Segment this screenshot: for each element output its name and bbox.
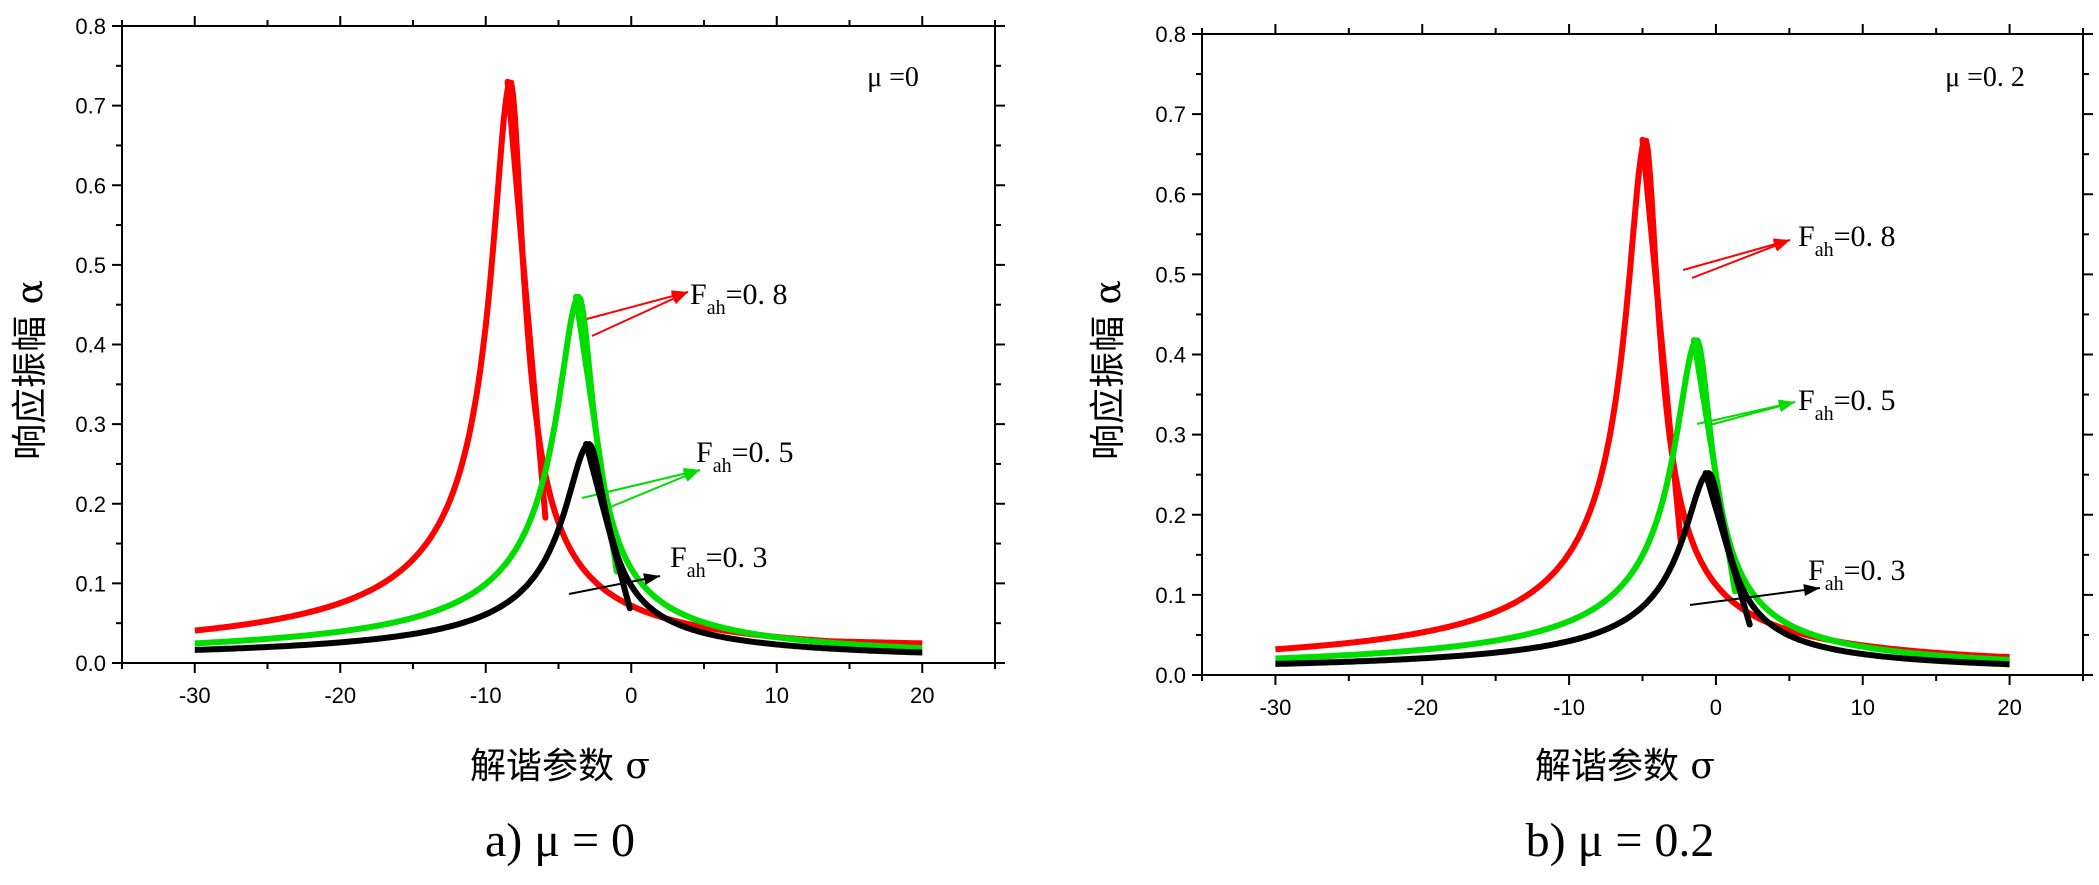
series-label-sub: ah [713,455,732,477]
series-label-sub: ah [1815,239,1834,261]
x-tick-label: -10 [1553,695,1585,720]
series-label: Fah=0. 8 [1798,220,1896,261]
label-arrow-head [682,470,700,482]
x-tick-label: -20 [1406,695,1438,720]
y-tick-label: 0.5 [75,253,106,278]
x-tick-label: 20 [910,683,934,708]
y-tick-label: 0.0 [75,651,106,676]
label-arrow-line [1682,239,1791,271]
y-tick-label: 0.3 [75,412,106,437]
y-tick-label: 0.1 [75,571,106,596]
series-label-value: =0. 8 [1834,220,1896,253]
series-label-sub: ah [1825,573,1844,595]
x-tick-label: -20 [324,683,356,708]
mu-annotation: μ =0. 2 [1945,62,2025,93]
series-label-value: =0. 3 [706,541,768,574]
series-label-sub: ah [707,297,726,319]
x-tick-label: 20 [1997,695,2021,720]
y-tick-label: 0.3 [1155,423,1186,448]
y-tick-label: 0.4 [1155,343,1186,368]
series-label-main: F [1798,384,1815,417]
series-backbone-F_ah=0.8 [1639,136,1684,545]
y-tick-label: 0.7 [1155,102,1186,127]
label-arrow-line [1689,587,1821,606]
series-label-sub: ah [687,560,706,582]
x-tick-label: -30 [1260,695,1292,720]
y-tick-label: 0.7 [75,94,106,119]
y-tick-label: 0.8 [1155,22,1186,47]
series-line-F_ah=0.3 [193,441,924,656]
y-tick-label: 0.6 [1155,182,1186,207]
label-arrow-head [643,573,660,585]
series-line-F_ah=0.8 [193,79,924,647]
label-arrow-line [607,469,701,509]
label-arrow-head [1777,400,1795,412]
series-label-value: =0. 3 [1844,554,1906,587]
x-tick-label: 10 [1851,695,1875,720]
x-tick-label: 0 [625,683,637,708]
series-line-F_ah=0.5 [1274,337,2011,663]
x-tick-label: -10 [470,683,502,708]
label-arrow-head [1803,584,1820,597]
y-axis-label: 响应振幅 α [1088,280,1129,460]
label-arrow-line [1691,239,1791,279]
series-label: Fah=0. 3 [1808,554,1906,595]
panel-caption: a) μ = 0 [485,814,635,867]
y-tick-label: 0.2 [1155,503,1186,528]
mu-annotation: μ =0 [867,62,919,93]
series-label: Fah=0. 8 [690,278,788,319]
panel-a: -30 -20 -10 0 10 20 0.0 0.1 0.2 0.3 0.4 0.5 0.6 0.7 0.… [10,14,1005,867]
series-label: Fah=0. 5 [1798,384,1896,425]
x-tick-label: 10 [765,683,789,708]
panel-caption: b) μ = 0.2 [1526,814,1715,867]
series-label-main: F [1808,554,1825,587]
label-arrow-head [670,290,688,302]
x-tick-label: 0 [1710,695,1722,720]
y-tick-label: 0.5 [1155,262,1186,287]
series-label: Fah=0. 5 [696,436,794,477]
series-label-sub: ah [1815,403,1834,425]
series-label-main: F [670,541,687,574]
label-arrow-line [582,291,689,321]
plot-frame [1201,33,2084,676]
label-arrow-line [591,291,689,337]
series-label-main: F [696,436,713,469]
plot-frame [121,25,996,664]
y-tick-label: 0.4 [75,333,106,358]
x-tick-label: -30 [179,683,211,708]
series-backbone-F_ah=0.8 [504,78,549,521]
series-line-F_ah=0.5 [193,293,924,652]
y-tick-label: 0.1 [1155,583,1186,608]
series-label-value: =0. 5 [732,436,794,469]
series-line-F_ah=0.3 [1274,470,2011,668]
series-label-value: =0. 8 [726,278,788,311]
label-arrow-head [1772,240,1790,252]
series-label-main: F [690,278,707,311]
y-tick-label: 0.0 [1155,663,1186,688]
y-axis-label: 响应振幅 α [10,280,51,460]
series-backbone-F_ah=0.3 [1702,470,1753,628]
x-axis-label: 解谐参数 σ [1535,746,1715,787]
series-label: Fah=0. 3 [670,541,768,582]
series-label-main: F [1798,220,1815,253]
y-tick-label: 0.6 [75,173,106,198]
panel-b: -30 -20 -10 0 10 20 0.0 0.1 0.2 0.3 0.4 0.5 0.6 0.7 0.… [1088,22,2093,867]
x-axis-label: 解谐参数 σ [470,746,650,787]
series-label-value: =0. 5 [1834,384,1896,417]
y-tick-label: 0.2 [75,492,106,517]
y-tick-label: 0.8 [75,14,106,39]
series-backbone-F_ah=0.3 [583,441,633,612]
